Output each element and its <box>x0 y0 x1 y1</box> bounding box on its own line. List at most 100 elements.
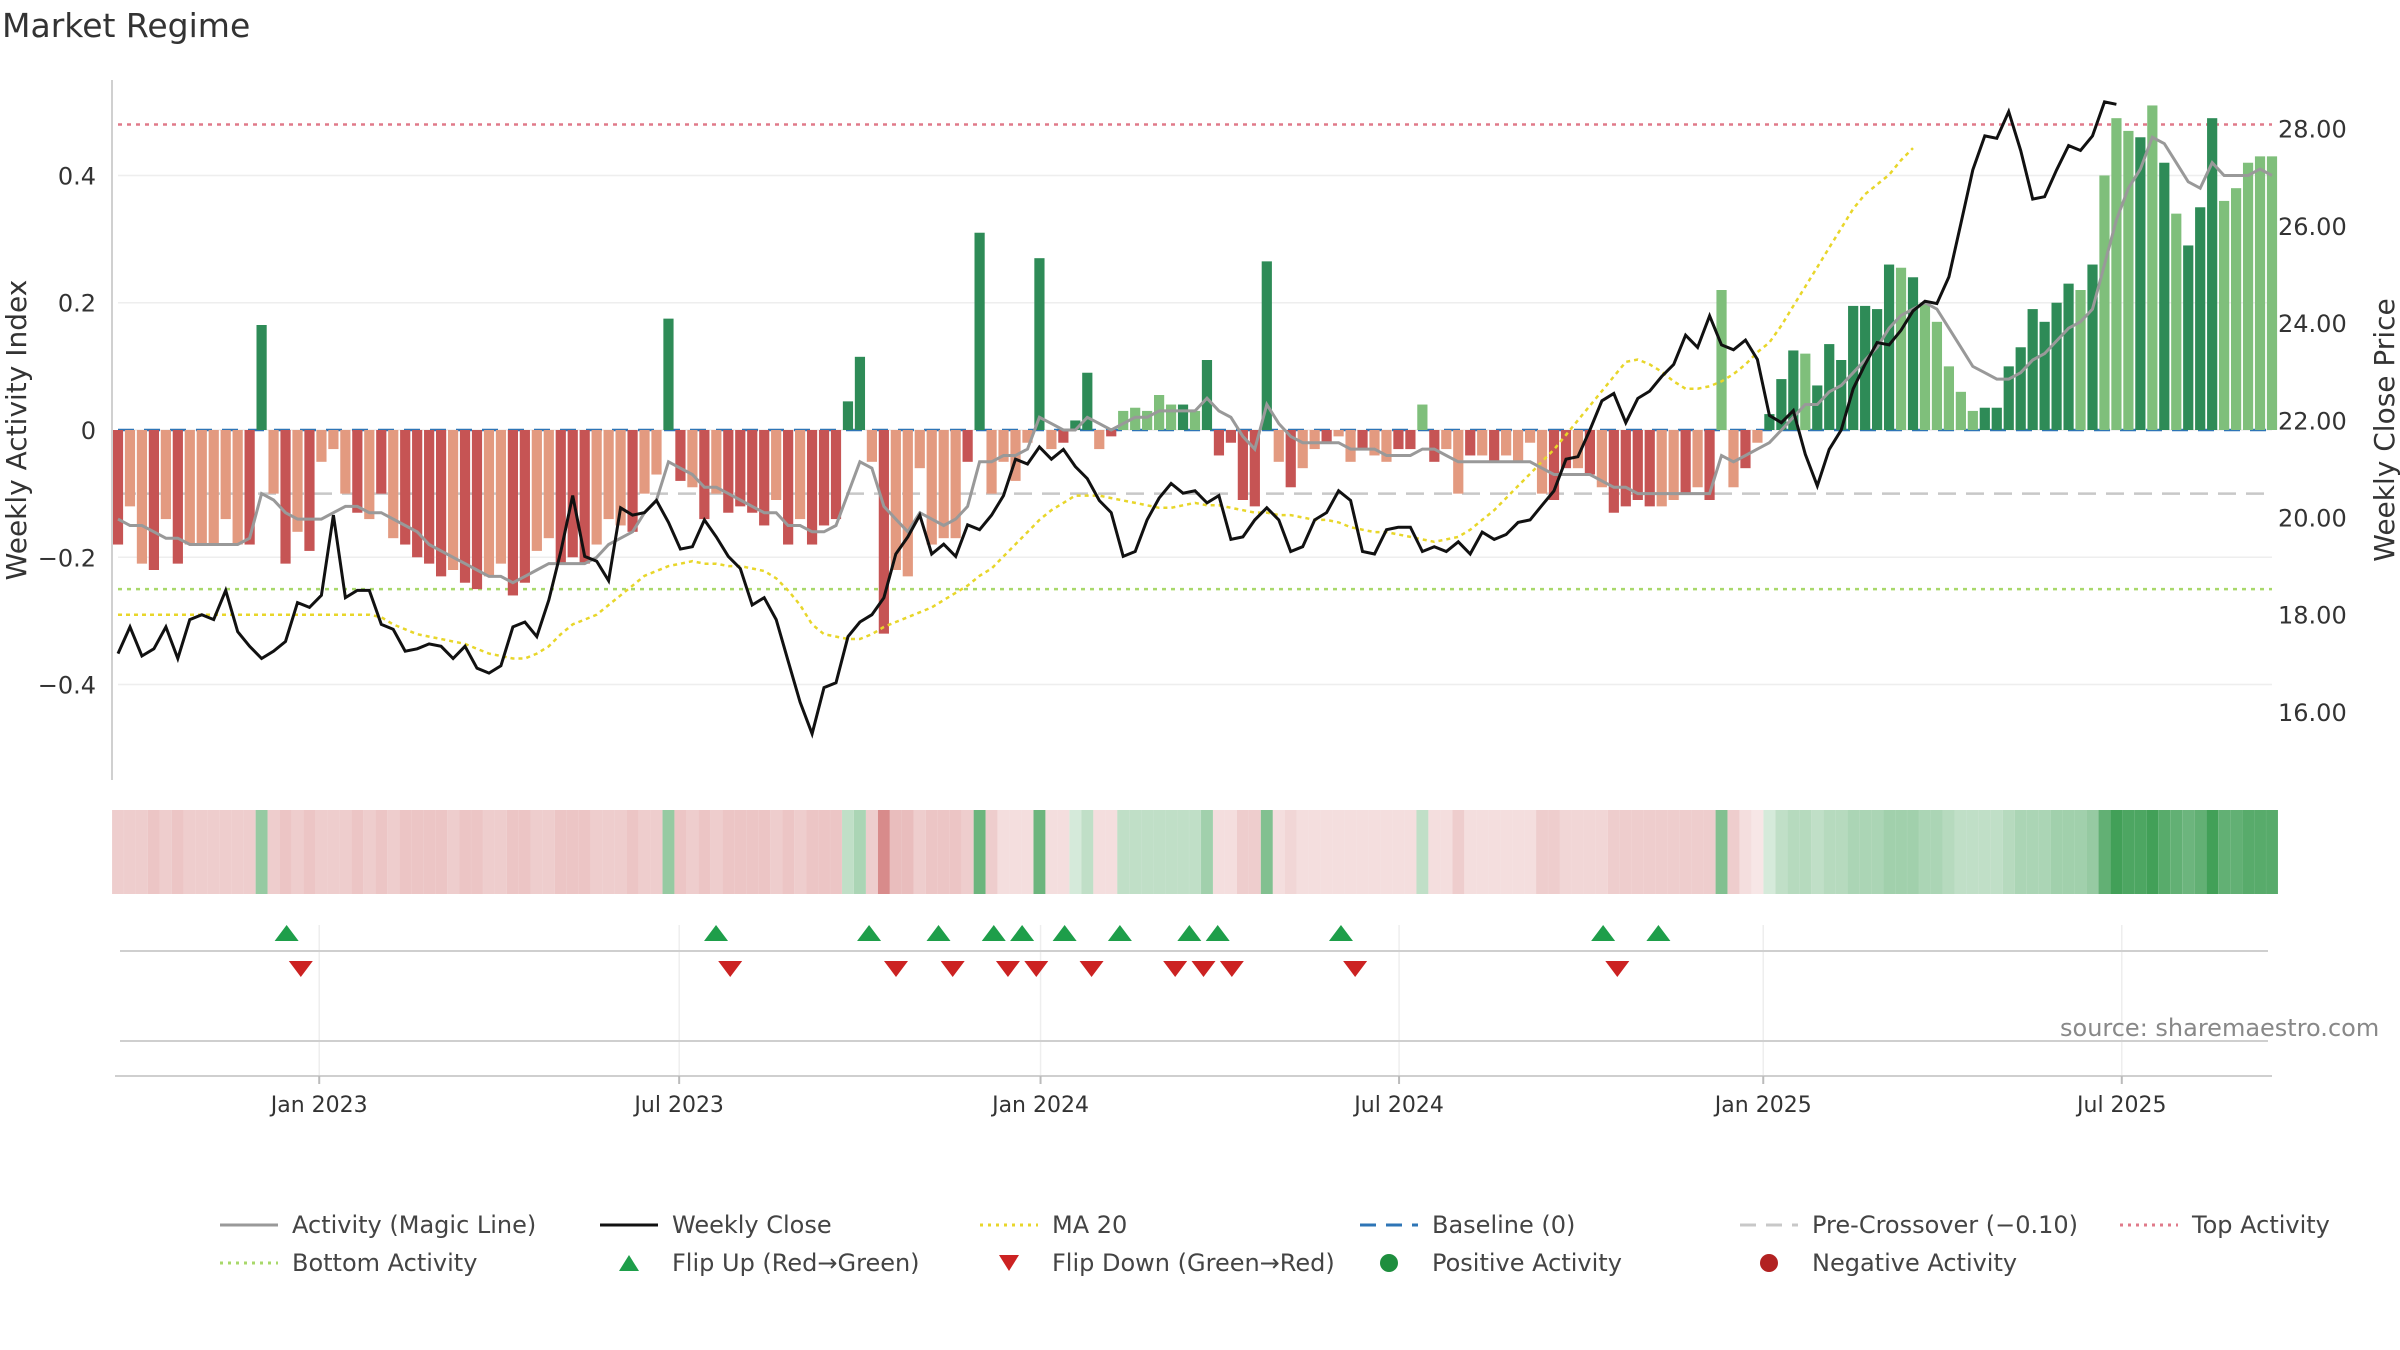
legend-item-positive-activity[interactable]: Positive Activity <box>1360 1249 1740 1277</box>
legend-item-top-activity[interactable]: Top Activity <box>2120 1211 2340 1239</box>
activity-bar <box>483 430 495 577</box>
regime-cell <box>830 810 842 894</box>
activity-bar <box>328 430 339 450</box>
legend-item-weekly-close[interactable]: Weekly Close <box>600 1211 980 1239</box>
x-axis: Jan 2023 Jul 2023 Jan 2024 Jul 2024 Jan 2025… <box>115 1040 2272 1118</box>
regime-cell <box>614 810 627 894</box>
activity-bar <box>340 430 351 494</box>
legend-label: Positive Activity <box>1432 1249 1622 1277</box>
regime-cell <box>2062 810 2075 894</box>
regime-cell <box>2230 810 2243 894</box>
activity-bar <box>1345 430 1356 462</box>
activity-bar <box>1548 430 1560 500</box>
regime-cell <box>1344 810 1357 894</box>
activity-bar <box>1907 277 1919 430</box>
legend-item-baseline[interactable]: Baseline (0) <box>1360 1211 1740 1239</box>
regime-cell <box>147 810 160 894</box>
regime-cell <box>1571 810 1584 894</box>
regime-cell <box>1081 810 1094 894</box>
y2-tick-label: 22.00 <box>2278 407 2347 435</box>
activity-bar <box>699 430 710 520</box>
regime-cell <box>459 810 471 894</box>
regime-cell <box>865 810 878 894</box>
activity-bar <box>2123 130 2134 430</box>
activity-bar <box>1034 258 1045 430</box>
regime-cell <box>1177 810 1189 894</box>
activity-bar <box>232 430 243 545</box>
regime-cell <box>1165 810 1178 894</box>
regime-cell <box>1667 810 1680 894</box>
regime-cell <box>423 810 436 894</box>
regime-cell <box>530 810 543 894</box>
triangle-down-red-icon <box>999 1255 1019 1271</box>
legend-item-bottom-activity[interactable]: Bottom Activity <box>220 1249 600 1277</box>
activity-bar <box>2254 156 2266 430</box>
activity-bar <box>2230 188 2242 430</box>
regime-cell <box>1895 810 1907 894</box>
regime-cell <box>1978 810 1991 894</box>
activity-bar <box>1058 430 1069 443</box>
regime-cell <box>674 810 687 894</box>
regime-cell <box>770 810 783 894</box>
regime-cell <box>255 810 268 894</box>
legend-item-pre-crossover[interactable]: Pre-Crossover (−0.10) <box>1740 1211 2120 1239</box>
legend: Activity (Magic Line) Weekly Close MA 20… <box>220 1206 2360 1282</box>
activity-bar <box>2015 347 2026 430</box>
regime-cell <box>2134 810 2147 894</box>
regime-cell <box>2086 810 2099 894</box>
regime-cell <box>602 810 615 894</box>
activity-bar <box>244 430 255 545</box>
regime-cell <box>2002 810 2015 894</box>
ma20-line <box>118 147 1914 660</box>
legend-item-activity[interactable]: Activity (Magic Line) <box>220 1211 600 1239</box>
activity-bar <box>1704 430 1715 500</box>
activity-bar <box>2195 207 2206 430</box>
regime-cell <box>1787 810 1800 894</box>
x-tick-label: Jan 2025 <box>1713 1093 1812 1118</box>
activity-bar <box>1680 430 1691 494</box>
flip-up-marker <box>926 925 951 941</box>
activity-bar <box>1776 379 1787 430</box>
regime-cell <box>1141 810 1154 894</box>
weekly-close-line <box>116 100 2117 739</box>
regime-strip <box>112 810 2278 894</box>
legend-item-negative-activity[interactable]: Negative Activity <box>1740 1249 2120 1277</box>
legend-row-2: Bottom Activity Flip Up (Red→Green) Flip… <box>220 1244 2360 1282</box>
chart-title: Market Regime <box>2 6 251 45</box>
legend-label: Baseline (0) <box>1432 1211 1576 1239</box>
flip-down-marker <box>1605 961 1630 977</box>
activity-bar <box>400 430 411 545</box>
regime-cell <box>1524 810 1537 894</box>
flip-down-marker <box>883 961 908 977</box>
activity-bar <box>974 232 985 430</box>
activity-bar <box>136 430 148 564</box>
activity-bar <box>938 430 949 539</box>
activity-bar <box>950 430 961 539</box>
regime-cell <box>1775 810 1788 894</box>
activity-bar <box>388 430 399 539</box>
regime-cell <box>1284 810 1297 894</box>
regime-cell <box>853 810 866 894</box>
activity-bar <box>2171 213 2182 430</box>
regime-cell <box>1560 810 1572 894</box>
regime-cell <box>1356 810 1369 894</box>
regime-cell <box>913 810 926 894</box>
activity-bar <box>1106 430 1117 437</box>
legend-item-flip-up[interactable]: Flip Up (Red→Green) <box>600 1249 980 1277</box>
regime-cell <box>1009 810 1022 894</box>
activity-bar <box>1608 430 1619 513</box>
activity-bar <box>902 430 913 577</box>
regime-cell <box>997 810 1010 894</box>
legend-item-flip-down[interactable]: Flip Down (Green→Red) <box>980 1249 1360 1277</box>
activity-bar <box>1201 360 1213 430</box>
activity-bar <box>1465 430 1476 456</box>
legend-item-ma20[interactable]: MA 20 <box>980 1211 1360 1239</box>
activity-bar <box>1668 430 1679 500</box>
activity-bar <box>1118 410 1129 430</box>
activity-bar <box>842 401 854 430</box>
regime-cell <box>219 810 232 894</box>
regime-cell <box>1799 810 1812 894</box>
activity-bar <box>316 430 327 462</box>
activity-bar <box>1381 430 1392 462</box>
circle-green-icon <box>1380 1254 1398 1272</box>
